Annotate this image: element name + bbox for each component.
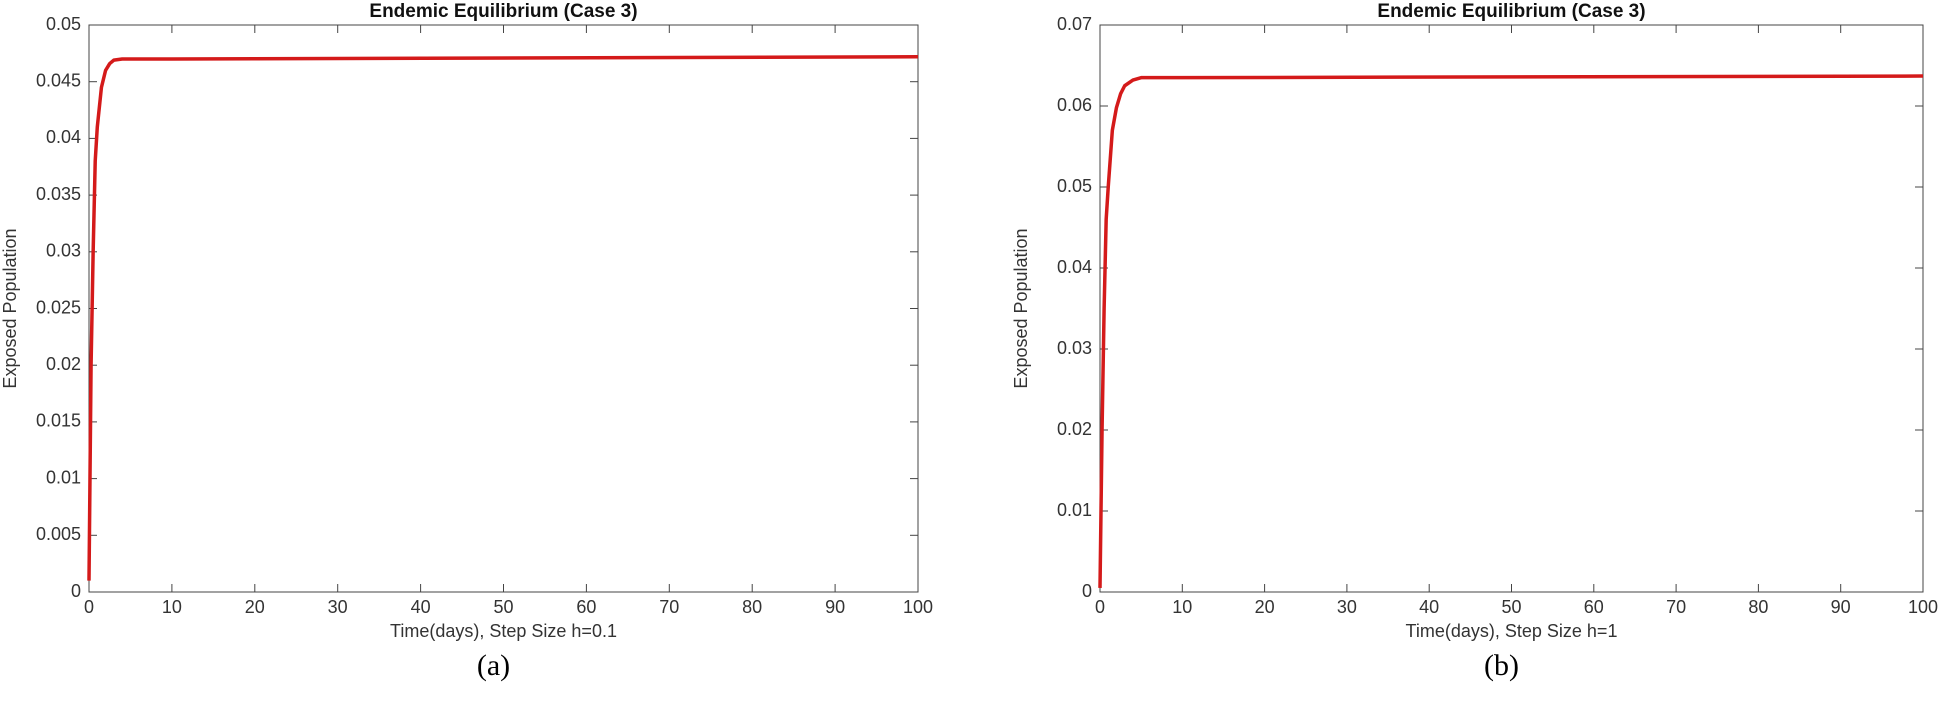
x-tick-label: 80 — [1748, 597, 1768, 617]
caption: (a) — [477, 649, 510, 682]
y-tick-label: 0.02 — [1057, 419, 1092, 439]
y-tick-label: 0.04 — [1057, 257, 1092, 277]
y-tick-label: 0.07 — [1057, 14, 1092, 34]
y-tick-label: 0.03 — [46, 241, 81, 261]
chart-title: Endemic Equilibrium (Case 3) — [1377, 1, 1645, 22]
y-tick-label: 0.01 — [1057, 500, 1092, 520]
x-tick-label: 30 — [1337, 597, 1357, 617]
x-tick-label: 0 — [84, 597, 94, 617]
y-tick-label: 0.05 — [46, 14, 81, 34]
caption: (b) — [1484, 649, 1519, 682]
y-axis-label: Exposed Population — [0, 228, 20, 388]
data-line — [87, 55, 919, 581]
x-tick-label: 90 — [1831, 597, 1851, 617]
y-tick-label: 0.005 — [36, 524, 81, 544]
x-tick-label: 80 — [742, 597, 762, 617]
y-axis-label: Exposed Population — [1011, 228, 1031, 388]
x-tick-label: 0 — [1095, 597, 1105, 617]
y-tick-label: 0.035 — [36, 184, 81, 204]
y-tick-label: 0.01 — [46, 467, 81, 487]
x-axis-label: Time(days), Step Size h=0.1 — [390, 621, 617, 641]
x-tick-label: 60 — [576, 597, 596, 617]
y-tick-label: 0.02 — [46, 354, 81, 374]
x-tick-label: 40 — [411, 597, 431, 617]
plot-area — [1099, 24, 1924, 593]
y-tick-label: 0 — [71, 581, 81, 601]
x-tick-label: 60 — [1584, 597, 1604, 617]
data-line — [1098, 74, 1924, 588]
x-tick-label: 10 — [162, 597, 182, 617]
x-axis-label: Time(days), Step Size h=1 — [1406, 621, 1618, 641]
x-tick-label: 90 — [825, 597, 845, 617]
y-tick-label: 0.015 — [36, 411, 81, 431]
x-tick-label: 20 — [1255, 597, 1275, 617]
y-tick-label: 0.025 — [36, 297, 81, 317]
x-tick-label: 30 — [328, 597, 348, 617]
y-tick-label: 0.03 — [1057, 338, 1092, 358]
x-tick-label: 100 — [1908, 597, 1938, 617]
chart-title: Endemic Equilibrium (Case 3) — [369, 1, 637, 22]
y-tick-label: 0.045 — [36, 70, 81, 90]
plot-area — [88, 24, 919, 593]
x-tick-label: 100 — [903, 597, 933, 617]
y-tick-label: 0.06 — [1057, 95, 1092, 115]
y-tick-label: 0.05 — [1057, 176, 1092, 196]
x-tick-label: 70 — [1666, 597, 1686, 617]
y-tick-label: 0 — [1082, 581, 1092, 601]
x-tick-label: 20 — [245, 597, 265, 617]
x-tick-label: 50 — [493, 597, 513, 617]
x-tick-label: 50 — [1501, 597, 1521, 617]
x-tick-label: 10 — [1172, 597, 1192, 617]
y-tick-label: 0.04 — [46, 127, 81, 147]
x-tick-label: 70 — [659, 597, 679, 617]
x-tick-label: 40 — [1419, 597, 1439, 617]
